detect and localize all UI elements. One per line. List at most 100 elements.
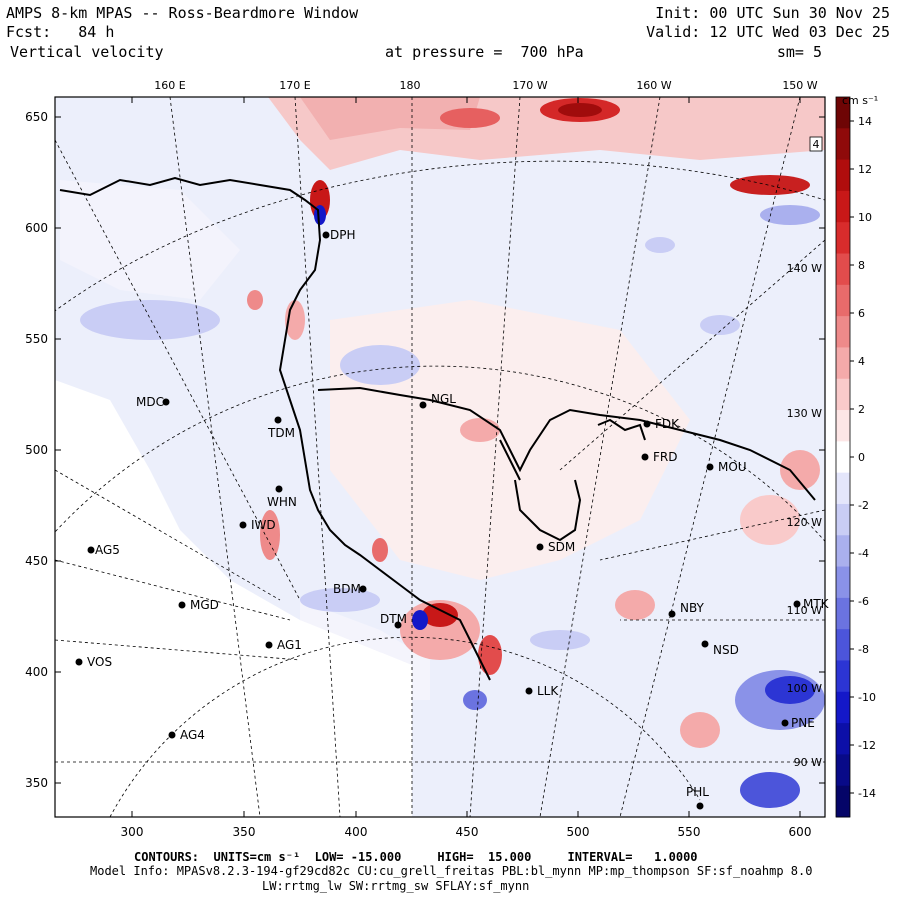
box-marker <box>809 136 823 152</box>
top-longitude-labels: 160 E 170 E 180 170 W 160 W 150 W <box>154 79 818 92</box>
blue-patch-corner <box>740 772 800 808</box>
colorbar-swatch <box>836 410 850 442</box>
y-axis: 650 600 550 500 450 400 350 <box>25 110 825 790</box>
station-dot <box>168 731 176 739</box>
red-max-core <box>558 103 602 117</box>
red-patch-nby <box>615 590 655 620</box>
station-dot <box>525 687 533 695</box>
station-label: AG1 <box>277 638 302 652</box>
red-band-core <box>300 97 480 140</box>
station-label: MDC <box>136 395 164 409</box>
station-dot <box>75 658 83 666</box>
colorbar-swatch <box>836 535 850 568</box>
station-dot <box>394 621 402 629</box>
colorbar-tick-label: 10 <box>858 211 872 224</box>
forecast-value: 84 h <box>78 23 115 41</box>
init-time: Init: 00 UTC Sun 30 Nov 25 <box>655 4 890 22</box>
x-tick-label: 500 <box>567 825 590 839</box>
colorbar-swatch <box>836 253 850 286</box>
field-shading <box>55 97 825 817</box>
forecast-hour: Fcst: 84 h <box>6 23 114 41</box>
colorbar-tick-label: -14 <box>858 787 876 800</box>
longitude-label: 150 W <box>782 79 817 92</box>
station-dot <box>643 420 651 428</box>
pale-region-west <box>60 180 240 300</box>
station-label: AG4 <box>180 728 205 742</box>
colorbar-swatch <box>836 222 850 255</box>
colorbar-tick-label: -8 <box>858 643 869 656</box>
x-tick-label: 400 <box>345 825 368 839</box>
y-tick-label: 350 <box>25 776 48 790</box>
longitude-label-right: 100 W <box>787 682 822 695</box>
red-patch-east2 <box>740 495 800 545</box>
longitude-label-right: 130 W <box>787 407 822 420</box>
colorbar-tick-label: 6 <box>858 307 865 320</box>
coastline <box>59 176 816 681</box>
station-dot <box>781 719 789 727</box>
red-patch-small <box>247 290 263 310</box>
colorbar-tick-label: -4 <box>858 547 869 560</box>
colorbar-swatch <box>836 284 850 317</box>
colorbar-swatch <box>836 754 850 787</box>
model-info: Model Info: MPASv8.2.3-194-gf29cd82c CU:… <box>90 864 813 878</box>
blue-patch-center <box>340 345 420 385</box>
station-dot <box>536 543 544 551</box>
station-dot <box>668 610 676 618</box>
red-patch-iwd <box>260 510 280 560</box>
blue-core-se <box>765 676 815 704</box>
forecast-label: Fcst: <box>6 23 52 41</box>
longitude-label: 160 E <box>154 79 185 92</box>
station-dot <box>419 401 427 409</box>
colorbar-tick-label: -6 <box>858 595 869 608</box>
colorbar-tick-label: 14 <box>858 115 872 128</box>
blue-patch-south <box>300 588 380 612</box>
colorbar-swatch <box>836 441 850 474</box>
no-data-region <box>55 380 412 817</box>
station-markers: MDC TDM NGL FDK FRD MOU WHN IWD AG5 SDM BDM MGD NBY M… <box>75 228 830 810</box>
colorbar-swatch <box>836 691 850 724</box>
y-tick-label: 650 <box>25 110 48 124</box>
station-label: PNE <box>791 716 815 730</box>
pressure-level: at pressure = 700 hPa <box>385 43 584 61</box>
y-tick-label: 500 <box>25 443 48 457</box>
y-tick-label: 550 <box>25 332 48 346</box>
longitude-label: 160 W <box>636 79 671 92</box>
station-label: MTK <box>803 597 830 611</box>
colorbar-swatch <box>836 723 850 755</box>
station-label: FDK <box>655 417 680 431</box>
station-dot <box>178 601 186 609</box>
colorbar-swatch <box>836 660 850 693</box>
blue-patch-west <box>80 300 220 340</box>
colorbar-tick-label: 12 <box>858 163 872 176</box>
station-label: AG5 <box>95 543 120 557</box>
station-dot <box>706 463 714 471</box>
graticule <box>55 97 825 817</box>
red-patch-pne <box>680 712 720 748</box>
x-tick-label: 550 <box>678 825 701 839</box>
colorbar-swatch <box>836 159 850 192</box>
colorbar-swatch <box>836 629 850 661</box>
station-dot <box>265 641 273 649</box>
longitude-label-right: 120 W <box>787 516 822 529</box>
station-label: NBY <box>680 601 705 615</box>
valid-time: Valid: 12 UTC Wed 03 Dec 25 <box>646 23 890 41</box>
contour-info: CONTOURS: UNITS=cm s⁻¹ LOW= -15.000 HIGH… <box>134 850 698 864</box>
box-marker-label: 4 <box>813 138 820 151</box>
colorbar-swatch <box>836 190 850 223</box>
variable-name: Vertical velocity <box>10 43 164 61</box>
colorbar-swatch <box>836 472 850 505</box>
red-patch-2 <box>440 108 500 128</box>
colorbar-tick-label: -12 <box>858 739 876 752</box>
red-patch-ngl <box>460 418 500 442</box>
longitude-label-right: 110 W <box>787 604 822 617</box>
station-label: TDM <box>267 426 295 440</box>
colorbar-swatch <box>836 566 850 599</box>
smoothing-label: sm= 5 <box>776 43 822 61</box>
y-tick-label: 450 <box>25 554 48 568</box>
station-label: NGL <box>431 392 456 406</box>
station-label: IWD <box>251 518 276 532</box>
station-dot <box>359 585 367 593</box>
station-dot <box>793 600 801 608</box>
colorbar-units: cm s⁻¹ <box>842 94 878 107</box>
